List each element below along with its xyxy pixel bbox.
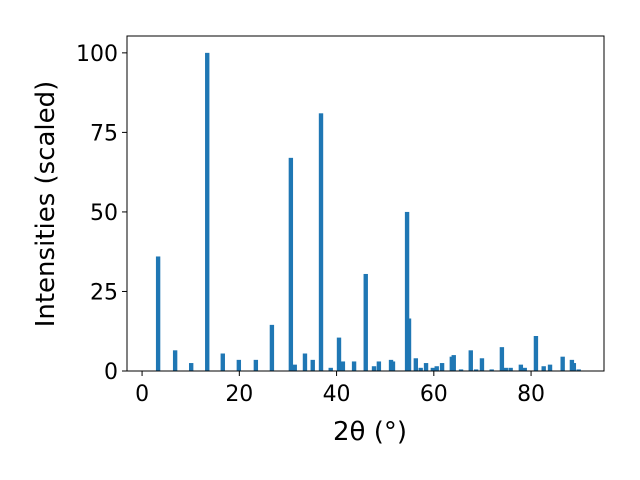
- bar: [406, 318, 412, 371]
- x-tick-label: 80: [517, 382, 545, 407]
- bar: [423, 363, 429, 371]
- bar: [418, 367, 423, 371]
- bar: [479, 358, 485, 371]
- bar: [363, 273, 368, 371]
- bar: [499, 347, 505, 371]
- x-tick-label: 0: [135, 382, 149, 407]
- bar: [318, 113, 324, 372]
- y-tick-label: 50: [90, 201, 118, 226]
- bar: [376, 361, 382, 371]
- bar: [473, 369, 479, 371]
- bar: [310, 359, 315, 371]
- bar: [560, 356, 565, 371]
- y-tick-label: 0: [104, 360, 118, 385]
- bar: [404, 211, 410, 371]
- bar: [541, 366, 546, 371]
- bar: [351, 361, 357, 371]
- bar: [522, 367, 527, 371]
- bar: [172, 350, 178, 371]
- bar: [155, 256, 161, 371]
- bar: [328, 367, 333, 371]
- y-tick-label: 75: [90, 121, 118, 146]
- bar: [413, 358, 419, 371]
- x-tick-label: 40: [323, 382, 351, 407]
- bar: [288, 157, 294, 371]
- bar: [205, 52, 210, 371]
- bar: [571, 363, 577, 371]
- x-tick-label: 20: [225, 382, 253, 407]
- bar: [390, 361, 396, 371]
- axes-frame: [126, 35, 605, 372]
- y-tick-label: 100: [76, 42, 118, 67]
- bar: [302, 353, 308, 371]
- bar: [503, 367, 508, 371]
- bar: [576, 369, 581, 371]
- bar: [430, 367, 436, 371]
- x-axis-label: 2θ (°): [333, 417, 407, 447]
- bar: [340, 361, 346, 371]
- bar: [458, 369, 464, 371]
- y-axis-label: Intensities (scaled): [31, 81, 61, 328]
- bar: [269, 324, 275, 371]
- bar: [292, 364, 297, 371]
- x-tick-label: 60: [420, 382, 448, 407]
- bar: [451, 355, 456, 371]
- bar: [188, 363, 194, 371]
- bar: [336, 337, 342, 371]
- bar: [371, 366, 377, 371]
- bar: [508, 367, 513, 371]
- bar: [220, 353, 225, 371]
- bar: [468, 350, 473, 371]
- bar: [518, 364, 524, 371]
- bar: [547, 364, 553, 371]
- bar: [439, 363, 445, 371]
- y-tick-label: 25: [90, 280, 118, 305]
- bar: [489, 369, 494, 371]
- bar: [533, 336, 539, 371]
- bar: [236, 359, 242, 371]
- bar: [434, 366, 439, 371]
- bar: [253, 359, 259, 371]
